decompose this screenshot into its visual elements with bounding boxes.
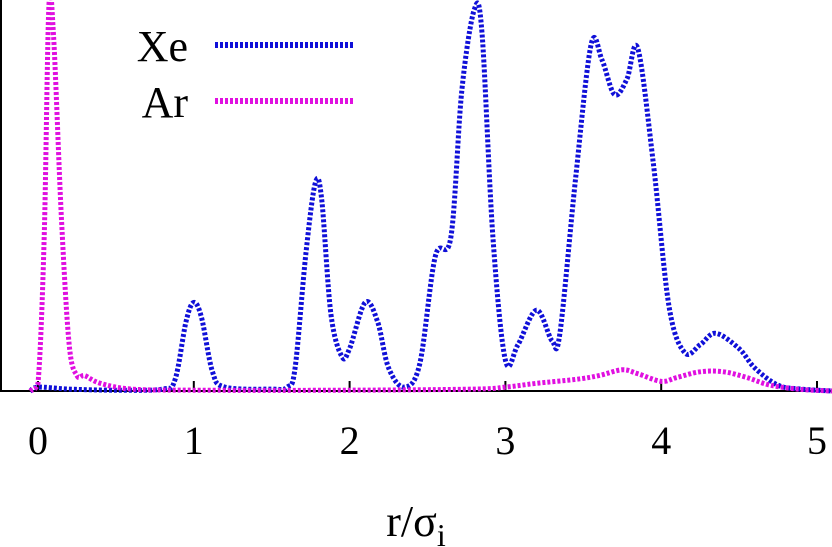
x-tick-label-5: 5 (807, 418, 827, 463)
x-tick-label-4: 4 (651, 418, 671, 463)
x-axis-title: r/σi (386, 497, 446, 547)
series-line-xe (28, 0, 832, 394)
legend-label-ar: Ar (142, 78, 189, 127)
x-tick-label-0: 0 (28, 418, 48, 463)
series-layer (28, 0, 832, 394)
plot-frame (0, 0, 832, 392)
x-tick-label-3: 3 (495, 418, 515, 463)
legend: Xe Ar (137, 22, 354, 127)
series-line-ar (28, 0, 832, 394)
legend-label-xe: Xe (137, 22, 188, 71)
x-tick-labels: 0 1 2 3 4 5 (28, 418, 827, 463)
x-tick-label-1: 1 (184, 418, 204, 463)
x-tick-label-2: 2 (340, 418, 360, 463)
